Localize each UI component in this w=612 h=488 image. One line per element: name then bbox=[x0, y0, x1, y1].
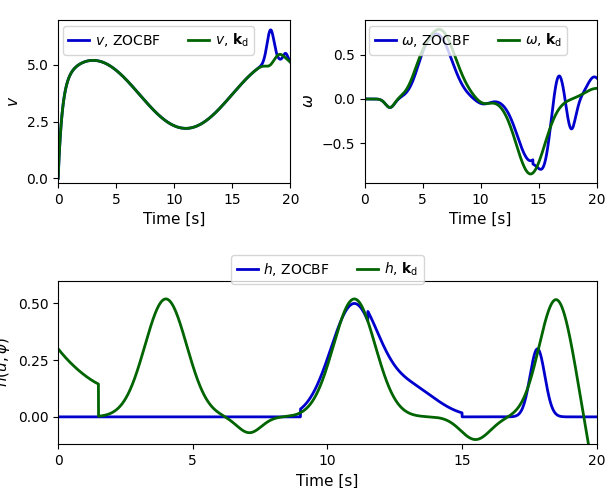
$v$, $\mathbf{k}_\mathrm{d}$ bbox=[154, 111, 161, 117]
$h$, $\mathbf{k}_\mathrm{d}$ bbox=[593, 485, 600, 488]
$v$, $\mathbf{k}_\mathrm{d}$ bbox=[165, 120, 172, 125]
Legend: $\omega$, ZOCBF, $\omega$, $\mathbf{k}_\mathrm{d}$: $\omega$, ZOCBF, $\omega$, $\mathbf{k}_\… bbox=[369, 26, 567, 55]
$\omega$, $\mathbf{k}_\mathrm{d}$ bbox=[529, 170, 537, 176]
$h$, $\mathbf{k}_\mathrm{d}$ bbox=[577, 393, 584, 399]
Y-axis label: $\omega$: $\omega$ bbox=[300, 94, 316, 108]
$\omega$, ZOCBF bbox=[529, 161, 537, 167]
Line: $v$, $\mathbf{k}_\mathrm{d}$: $v$, $\mathbf{k}_\mathrm{d}$ bbox=[58, 54, 290, 178]
$v$, ZOCBF bbox=[165, 120, 172, 125]
$h$, ZOCBF bbox=[577, 414, 584, 420]
$\omega$, $\mathbf{k}_\mathrm{d}$ bbox=[361, 96, 368, 102]
$h$, ZOCBF bbox=[285, 414, 293, 420]
$\omega$, ZOCBF bbox=[361, 96, 368, 102]
$v$, ZOCBF bbox=[54, 175, 62, 181]
$v$, $\mathbf{k}_\mathrm{d}$ bbox=[223, 98, 231, 103]
$v$, $\mathbf{k}_\mathrm{d}$ bbox=[268, 61, 275, 66]
$\omega$, $\mathbf{k}_\mathrm{d}$ bbox=[435, 26, 442, 32]
$\omega$, ZOCBF bbox=[575, 103, 582, 109]
$\omega$, ZOCBF bbox=[471, 97, 479, 103]
Legend: $v$, ZOCBF, $v$, $\mathbf{k}_\mathrm{d}$: $v$, ZOCBF, $v$, $\mathbf{k}_\mathrm{d}$ bbox=[63, 26, 254, 55]
Y-axis label: $v$: $v$ bbox=[6, 96, 21, 107]
$h$, ZOCBF bbox=[54, 414, 62, 420]
$v$, $\mathbf{k}_\mathrm{d}$ bbox=[276, 51, 283, 57]
$\omega$, ZOCBF bbox=[593, 75, 600, 81]
$h$, $\mathbf{k}_\mathrm{d}$ bbox=[281, 414, 288, 420]
Line: $h$, $\mathbf{k}_\mathrm{d}$: $h$, $\mathbf{k}_\mathrm{d}$ bbox=[58, 299, 597, 488]
X-axis label: Time [s]: Time [s] bbox=[296, 473, 359, 488]
$\omega$, $\mathbf{k}_\mathrm{d}$ bbox=[593, 85, 600, 91]
Line: $v$, ZOCBF: $v$, ZOCBF bbox=[58, 30, 290, 178]
$\omega$, ZOCBF bbox=[537, 166, 544, 172]
$\omega$, ZOCBF bbox=[458, 81, 466, 87]
$v$, ZOCBF bbox=[223, 98, 231, 103]
Legend: $h$, ZOCBF, $h$, $\mathbf{k}_\mathrm{d}$: $h$, ZOCBF, $h$, $\mathbf{k}_\mathrm{d}$ bbox=[231, 255, 424, 284]
$\omega$, $\mathbf{k}_\mathrm{d}$ bbox=[471, 94, 479, 100]
$v$, $\mathbf{k}_\mathrm{d}$ bbox=[152, 109, 159, 115]
$v$, $\mathbf{k}_\mathrm{d}$ bbox=[286, 59, 294, 65]
Y-axis label: $h(u, \phi)$: $h(u, \phi)$ bbox=[0, 338, 12, 387]
$h$, $\mathbf{k}_\mathrm{d}$ bbox=[54, 346, 62, 352]
$v$, ZOCBF bbox=[267, 27, 274, 33]
$\omega$, $\mathbf{k}_\mathrm{d}$ bbox=[458, 72, 466, 78]
$h$, $\mathbf{k}_\mathrm{d}$ bbox=[285, 413, 293, 419]
$h$, $\mathbf{k}_\mathrm{d}$ bbox=[162, 296, 170, 302]
$h$, ZOCBF bbox=[310, 388, 318, 394]
Line: $\omega$, $\mathbf{k}_\mathrm{d}$: $\omega$, $\mathbf{k}_\mathrm{d}$ bbox=[365, 29, 597, 174]
X-axis label: Time [s]: Time [s] bbox=[449, 212, 512, 227]
$\omega$, $\mathbf{k}_\mathrm{d}$ bbox=[460, 76, 468, 82]
$h$, ZOCBF bbox=[593, 414, 600, 420]
$v$, ZOCBF bbox=[152, 109, 159, 115]
$\omega$, $\mathbf{k}_\mathrm{d}$ bbox=[586, 87, 594, 93]
$v$, ZOCBF bbox=[286, 59, 294, 65]
$h$, $\mathbf{k}_\mathrm{d}$ bbox=[550, 298, 557, 304]
$h$, ZOCBF bbox=[351, 301, 358, 306]
$v$, ZOCBF bbox=[280, 53, 287, 59]
$h$, ZOCBF bbox=[446, 405, 453, 411]
$\omega$, $\mathbf{k}_\mathrm{d}$ bbox=[575, 93, 582, 99]
Line: $\omega$, ZOCBF: $\omega$, ZOCBF bbox=[365, 34, 597, 169]
$v$, ZOCBF bbox=[268, 28, 275, 34]
$\omega$, ZOCBF bbox=[433, 31, 440, 37]
$\omega$, ZOCBF bbox=[586, 78, 594, 84]
$h$, $\mathbf{k}_\mathrm{d}$ bbox=[310, 395, 318, 401]
X-axis label: Time [s]: Time [s] bbox=[143, 212, 206, 227]
Line: $h$, ZOCBF: $h$, ZOCBF bbox=[58, 304, 597, 417]
$h$, ZOCBF bbox=[281, 414, 288, 420]
$\omega$, $\mathbf{k}_\mathrm{d}$ bbox=[527, 171, 534, 177]
$v$, ZOCBF bbox=[154, 111, 161, 117]
$\omega$, ZOCBF bbox=[460, 85, 468, 91]
$v$, $\mathbf{k}_\mathrm{d}$ bbox=[280, 53, 287, 59]
$h$, ZOCBF bbox=[550, 407, 557, 413]
$h$, $\mathbf{k}_\mathrm{d}$ bbox=[446, 419, 453, 425]
$v$, $\mathbf{k}_\mathrm{d}$ bbox=[54, 175, 62, 181]
